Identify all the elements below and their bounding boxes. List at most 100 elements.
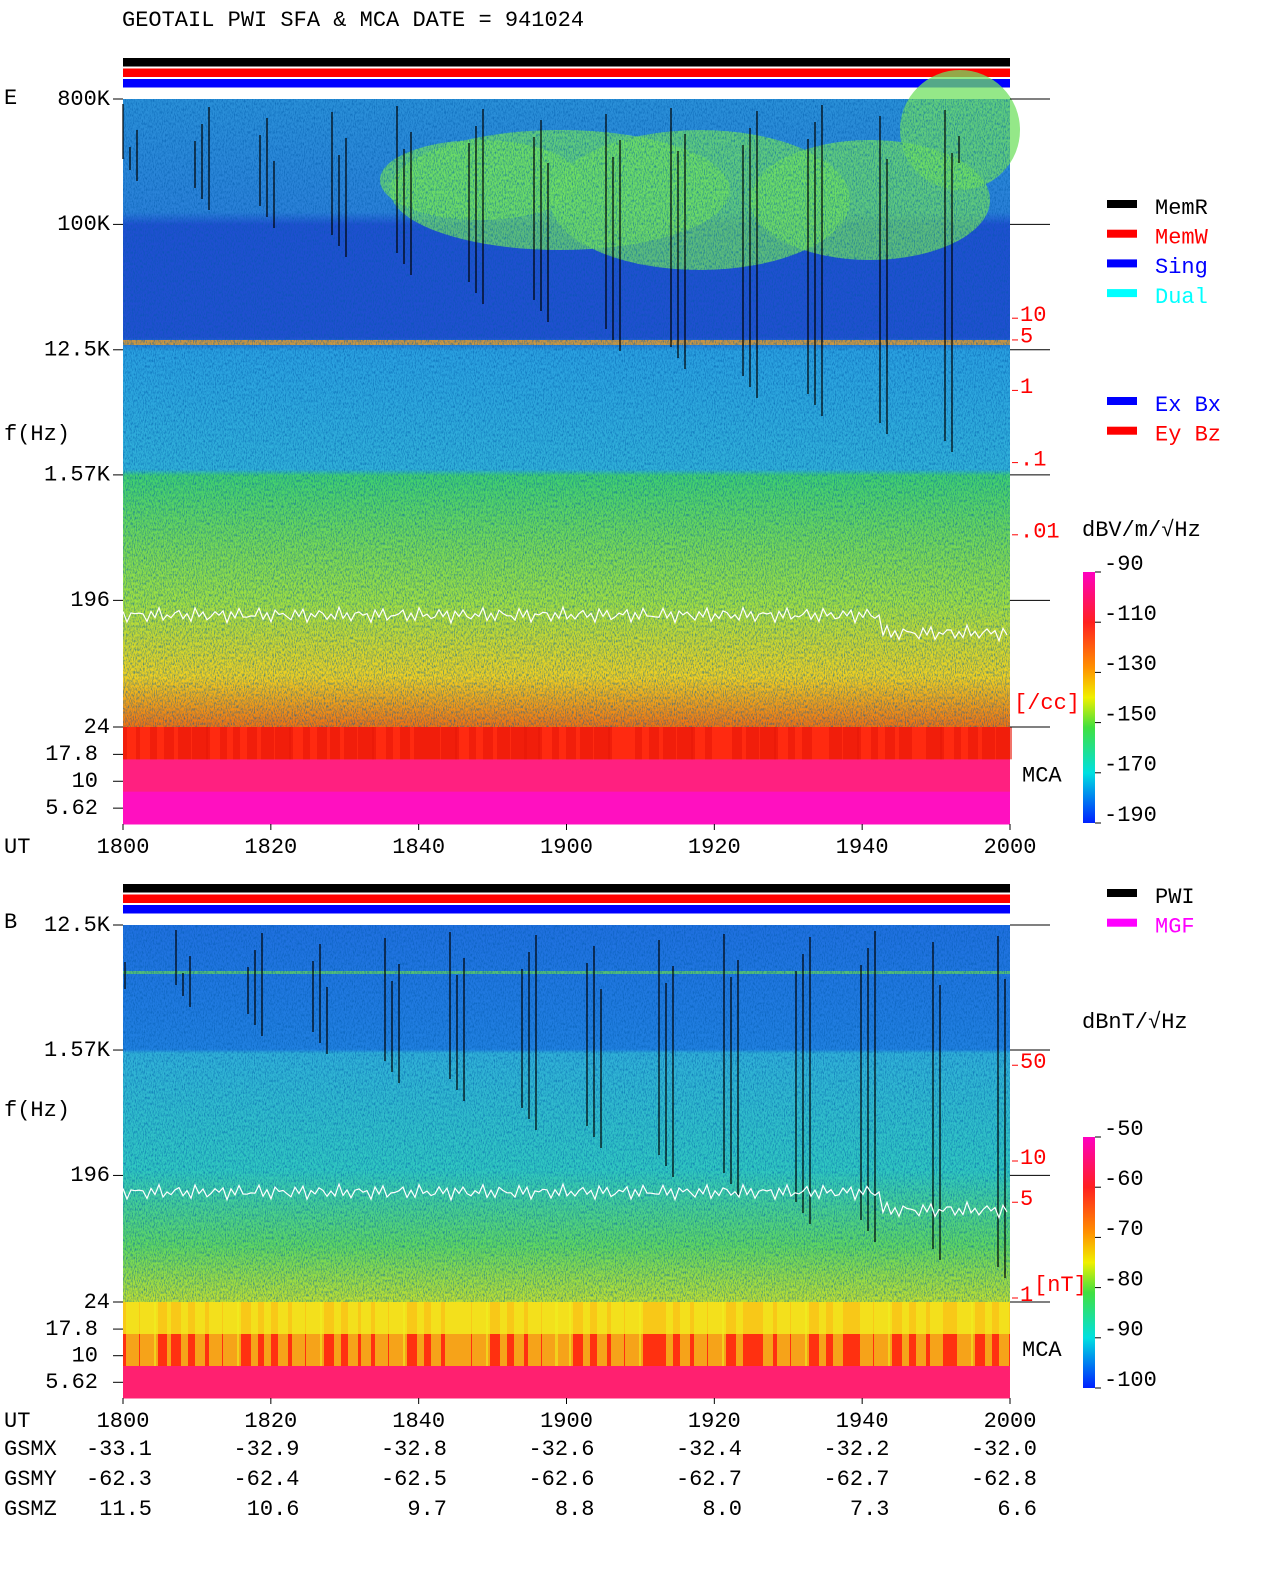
plasma-line <box>122 1182 1008 1220</box>
mca-stripe <box>916 1302 926 1366</box>
x-tick-label: 1920 <box>688 835 741 860</box>
mca-stripe <box>902 1302 909 1366</box>
mca-stripe <box>500 1302 507 1366</box>
mca-stripe <box>264 1302 271 1366</box>
legend-label: Sing <box>1155 255 1208 280</box>
x-tick-label: 1840 <box>392 835 445 860</box>
legend-swatch <box>1107 229 1137 238</box>
mca-stripe <box>760 727 776 760</box>
colorbar-tick-label: -60 <box>1104 1167 1144 1192</box>
status-bar <box>123 79 1010 88</box>
legend-swatch <box>1107 289 1137 298</box>
mca-stripe <box>375 1302 388 1366</box>
x-tick-label: 1900 <box>540 835 593 860</box>
legend-swatch <box>1107 918 1137 927</box>
y-tick-label: 24 <box>84 1290 110 1315</box>
orbit-value: -62.7 <box>823 1467 889 1492</box>
mca-stripe <box>220 727 227 760</box>
panel-label: E <box>4 86 17 111</box>
mca-stripe <box>542 1302 558 1366</box>
mca-stripe <box>635 727 642 760</box>
mca-tick-label: 17.8 <box>45 1317 98 1342</box>
y-tick-label: 24 <box>84 715 110 740</box>
mca-stripe <box>427 727 440 760</box>
x-tick-label: 1840 <box>392 1409 445 1434</box>
mca-stripe <box>982 727 995 760</box>
mca-stripe <box>791 1302 807 1366</box>
orbit-value: -62.7 <box>676 1467 742 1492</box>
y-tick-label: 100K <box>57 212 111 237</box>
mca-stripe <box>223 1302 239 1366</box>
orbit-value: -33.1 <box>86 1437 152 1462</box>
mca-stripe <box>597 1302 607 1366</box>
y-tick-label: 800K <box>57 87 111 112</box>
colorbar-tick-label: -130 <box>1104 652 1157 677</box>
density-unit: [nT] <box>1034 1273 1087 1298</box>
mca-stripe <box>472 1302 488 1366</box>
mca-stripe <box>275 727 291 760</box>
mca-stripe <box>528 1302 541 1366</box>
status-bar <box>123 68 1010 77</box>
orbit-value: 8.8 <box>555 1497 595 1522</box>
mca-stripe <box>181 1302 188 1366</box>
mca-tick-label: 10 <box>72 1344 98 1369</box>
legend-label: MemW <box>1155 226 1209 251</box>
density-tick-label: .1 <box>1020 447 1046 472</box>
mca-stripe <box>247 727 257 760</box>
orbit-value: -62.3 <box>86 1467 152 1492</box>
colorbar-tick-label: -90 <box>1104 552 1144 577</box>
mca-stripe <box>926 727 942 760</box>
y-tick-label: 1.57K <box>44 463 111 488</box>
colorbar-tick-label: -50 <box>1104 1117 1144 1142</box>
mca-stripe <box>164 727 174 760</box>
y-tick-label: 196 <box>70 1163 110 1188</box>
plasma-line <box>122 605 1008 643</box>
mca-stripe <box>123 727 127 760</box>
legend-swatch <box>1107 259 1137 268</box>
mca-tick-label: 5.62 <box>45 796 98 821</box>
mca-stripe <box>996 727 1012 760</box>
mca-stripe <box>150 727 157 760</box>
mca-stripe <box>292 1302 305 1366</box>
x-tick-label: 1940 <box>836 835 889 860</box>
density-tick-label: 1 <box>1020 1283 1033 1308</box>
mca-stripe <box>594 727 610 760</box>
mca-label: MCA <box>1022 763 1062 788</box>
mca-band <box>123 791 1010 825</box>
orbit-value: -62.6 <box>528 1467 594 1492</box>
mca-stripe <box>178 727 191 760</box>
mca-stripe <box>414 727 427 760</box>
mca-stripe <box>819 1302 826 1366</box>
x-axis-label: UT <box>4 1409 30 1434</box>
colorbar-tick-label: -100 <box>1104 1368 1157 1393</box>
mca-stripe <box>763 1302 773 1366</box>
orbit-value: 9.7 <box>407 1497 447 1522</box>
mca-label: MCA <box>1022 1338 1062 1363</box>
mca-stripe <box>233 727 240 760</box>
density-tick-label: 50 <box>1020 1050 1046 1075</box>
mca-stripe <box>497 727 510 760</box>
mca-stripe <box>677 727 693 760</box>
mca-stripe <box>788 727 795 760</box>
colorbar-tick-label: -170 <box>1104 753 1157 778</box>
mca-stripe <box>303 727 310 760</box>
colorbar <box>1083 572 1095 823</box>
mca-stripe <box>400 727 410 760</box>
legend-swatch <box>1107 889 1137 897</box>
mca-stripe <box>871 727 878 760</box>
mca-stripe <box>483 727 493 760</box>
legend-label: MemR <box>1155 196 1208 221</box>
mca-stripe <box>361 1302 371 1366</box>
density-tick-label: 1 <box>1020 375 1033 400</box>
mca-stripe <box>694 1302 707 1366</box>
mca-stripe <box>417 1302 424 1366</box>
mca-stripe <box>829 727 842 760</box>
orbit-value: -32.9 <box>233 1437 299 1462</box>
x-tick-label: 1820 <box>244 835 297 860</box>
x-tick-label: 1900 <box>540 1409 593 1434</box>
status-bar <box>123 905 1010 914</box>
mca-stripe <box>344 727 357 760</box>
mca-stripe <box>566 727 576 760</box>
x-tick-label: 1920 <box>688 1409 741 1434</box>
mca-stripe <box>524 727 540 760</box>
